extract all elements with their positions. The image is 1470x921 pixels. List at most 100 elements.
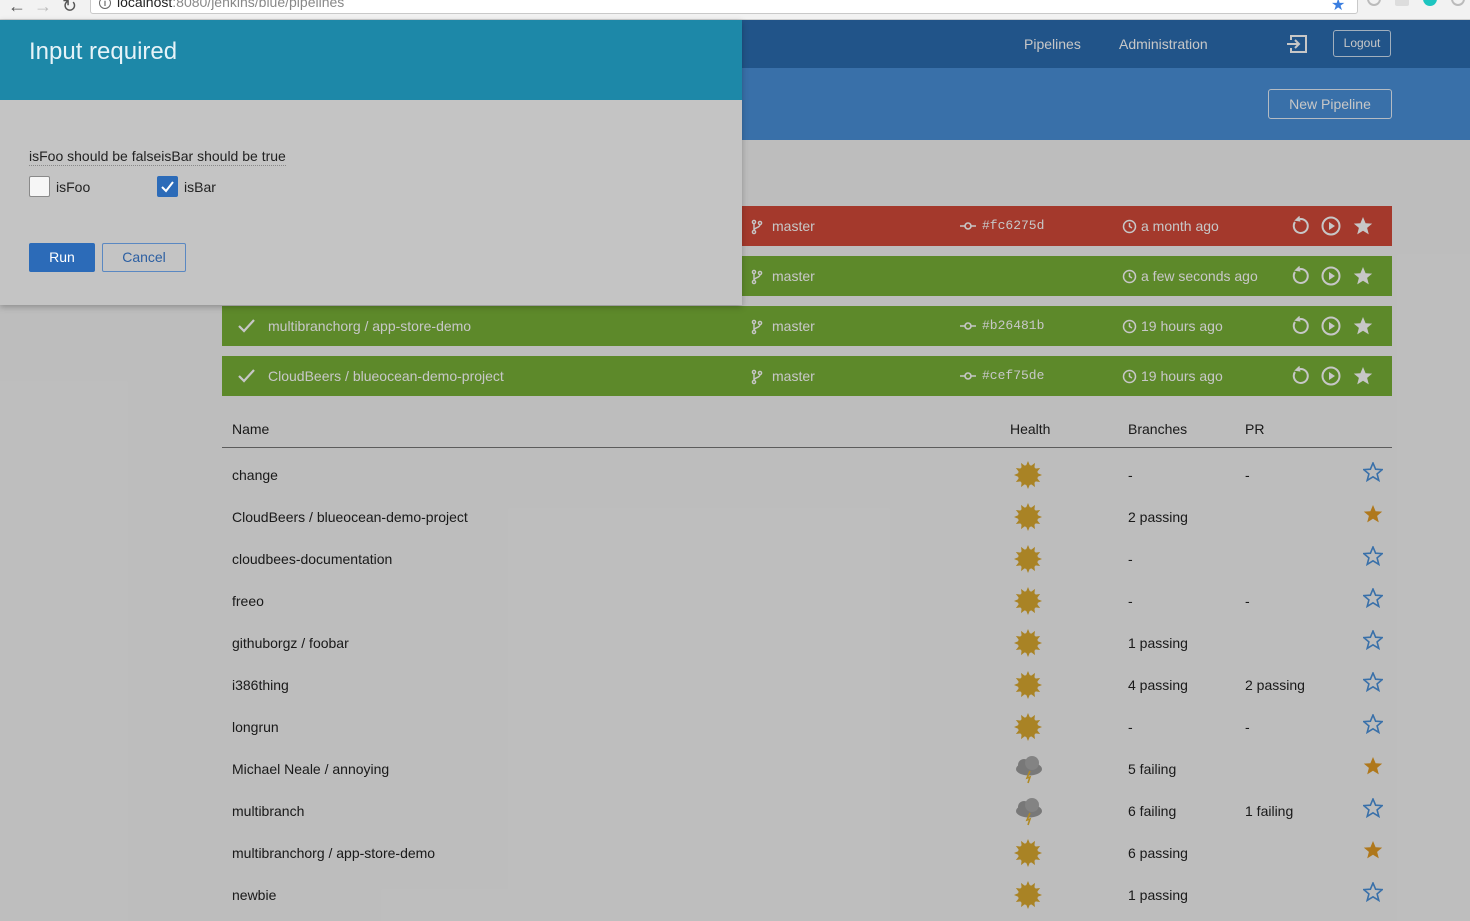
favorite-star-icon[interactable] [1353,316,1373,336]
table-row[interactable]: multibranch 6 failing 1 failing [222,789,1392,831]
table-row[interactable]: i386thing 4 passing 2 passing [222,663,1392,705]
extension-icon[interactable] [1367,0,1381,6]
table-row[interactable]: githuborgz / foobar 1 passing [222,621,1392,663]
sunny-weather-icon [1014,671,1042,699]
sunny-weather-icon [1014,839,1042,867]
column-header-health[interactable]: Health [1010,421,1051,437]
star-outline-icon[interactable] [1363,798,1383,818]
isbar-label[interactable]: isBar [184,179,216,195]
isbar-checkbox[interactable] [157,176,178,197]
column-header-pr[interactable]: PR [1245,421,1265,437]
branches-status: 1 passing [1128,887,1188,903]
star-outline-icon[interactable] [1363,630,1383,650]
pipeline-name[interactable]: cloudbees-documentation [232,551,393,567]
pipeline-name[interactable]: newbie [232,887,277,903]
pipeline-name[interactable]: githuborgz / foobar [232,635,349,651]
star-outline-icon[interactable] [1363,714,1383,734]
reload-icon[interactable]: ↻ [62,0,78,16]
pr-status: 1 failing [1245,803,1294,819]
replay-icon[interactable] [1290,216,1310,236]
run-icon[interactable] [1321,366,1341,386]
card-pipeline-name[interactable]: multibranchorg / app-store-demo [268,318,472,334]
new-pipeline-button[interactable]: New Pipeline [1268,89,1392,119]
table-row[interactable]: longrun - - [222,705,1392,747]
table-row[interactable]: CloudBeers / blueocean-demo-project 2 pas… [222,495,1392,537]
clock-icon [1122,269,1137,284]
extension-icon[interactable] [1395,0,1409,6]
branches-status: 1 passing [1128,635,1188,651]
favorite-star-icon[interactable] [1353,216,1373,236]
pr-status: - [1245,719,1250,735]
favorite-star-icon[interactable] [1353,266,1373,286]
pipeline-name[interactable]: longrun [232,719,279,735]
table-row[interactable]: freeo - - [222,579,1392,621]
table-row[interactable]: newbie 1 passing [222,873,1392,915]
sunny-weather-icon [1014,503,1042,531]
favorite-card[interactable]: CloudBeers / blueocean-demo-project maste… [222,356,1392,396]
cancel-button[interactable]: Cancel [102,243,186,272]
favorite-star-icon[interactable] [1353,366,1373,386]
favorite-card[interactable]: multibranchorg / app-store-demo master #b2… [222,306,1392,346]
run-icon[interactable] [1321,216,1341,236]
forward-icon[interactable]: → [34,0,52,16]
star-outline-icon[interactable] [1363,882,1383,902]
star-outline-icon[interactable] [1363,462,1383,482]
isfoo-label[interactable]: isFoo [56,179,91,195]
pipeline-name[interactable]: freeo [232,593,264,609]
stormy-weather-icon [1016,798,1042,826]
card-branch: master [772,318,815,334]
table-row[interactable]: cloudbees-documentation - [222,537,1392,579]
table-row[interactable]: Michael Neale / annoying 5 failing [222,747,1392,789]
column-header-name[interactable]: Name [232,421,270,437]
sunny-weather-icon [1014,713,1042,741]
pipeline-name[interactable]: i386thing [232,677,289,693]
table-row[interactable]: multibranchorg / app-store-demo 6 passing [222,831,1392,873]
replay-icon[interactable] [1290,366,1310,386]
bookmark-star-icon[interactable]: ★ [1331,0,1346,14]
favorite-star-icon[interactable] [1363,840,1383,860]
extension-icon[interactable] [1451,0,1465,6]
stormy-weather-icon [1016,756,1042,784]
pipeline-name[interactable]: multibranch [232,803,305,819]
logout-button[interactable]: Logout [1333,30,1391,57]
commit-icon [960,322,976,330]
branch-icon [751,369,763,385]
dialog-title: Input required [29,38,178,65]
isfoo-checkbox[interactable] [29,176,50,197]
run-icon[interactable] [1321,266,1341,286]
star-outline-icon[interactable] [1363,588,1383,608]
branches-status: 5 failing [1128,761,1177,777]
favorite-star-icon[interactable] [1363,756,1383,776]
extension-icon[interactable] [1423,0,1437,6]
input-required-dialog: Input required isFoo should be falseisBa… [0,20,742,305]
pipeline-name[interactable]: change [232,467,278,483]
branch-icon [751,269,763,285]
pipeline-name[interactable]: CloudBeers / blueocean-demo-project [232,509,468,525]
branches-status: 6 passing [1128,845,1188,861]
run-icon[interactable] [1321,316,1341,336]
nav-administration-link[interactable]: Administration [1119,36,1208,52]
star-outline-icon[interactable] [1363,546,1383,566]
pr-status: 2 passing [1245,677,1305,693]
nav-pipelines-link[interactable]: Pipelines [1024,36,1081,52]
exit-icon[interactable] [1286,34,1308,54]
run-button[interactable]: Run [29,243,95,272]
pipeline-name[interactable]: Michael Neale / annoying [232,761,390,777]
address-bar[interactable]: i localhost:8080/jenkins/blue/pipelines [90,0,1358,14]
commit-icon [960,222,976,230]
branches-status: 6 failing [1128,803,1177,819]
back-icon[interactable]: ← [8,0,26,16]
branches-status: 4 passing [1128,677,1188,693]
replay-icon[interactable] [1290,266,1310,286]
table-row[interactable]: change - - [222,453,1392,495]
branches-status: - [1128,551,1133,567]
card-pipeline-name[interactable]: CloudBeers / blueocean-demo-project [268,368,504,384]
star-outline-icon[interactable] [1363,672,1383,692]
replay-icon[interactable] [1290,316,1310,336]
sunny-weather-icon [1014,587,1042,615]
pr-status: - [1245,593,1250,609]
column-header-branches[interactable]: Branches [1128,421,1188,437]
favorite-star-icon[interactable] [1363,504,1383,524]
info-icon[interactable]: i [99,0,111,9]
pipeline-name[interactable]: multibranchorg / app-store-demo [232,845,436,861]
